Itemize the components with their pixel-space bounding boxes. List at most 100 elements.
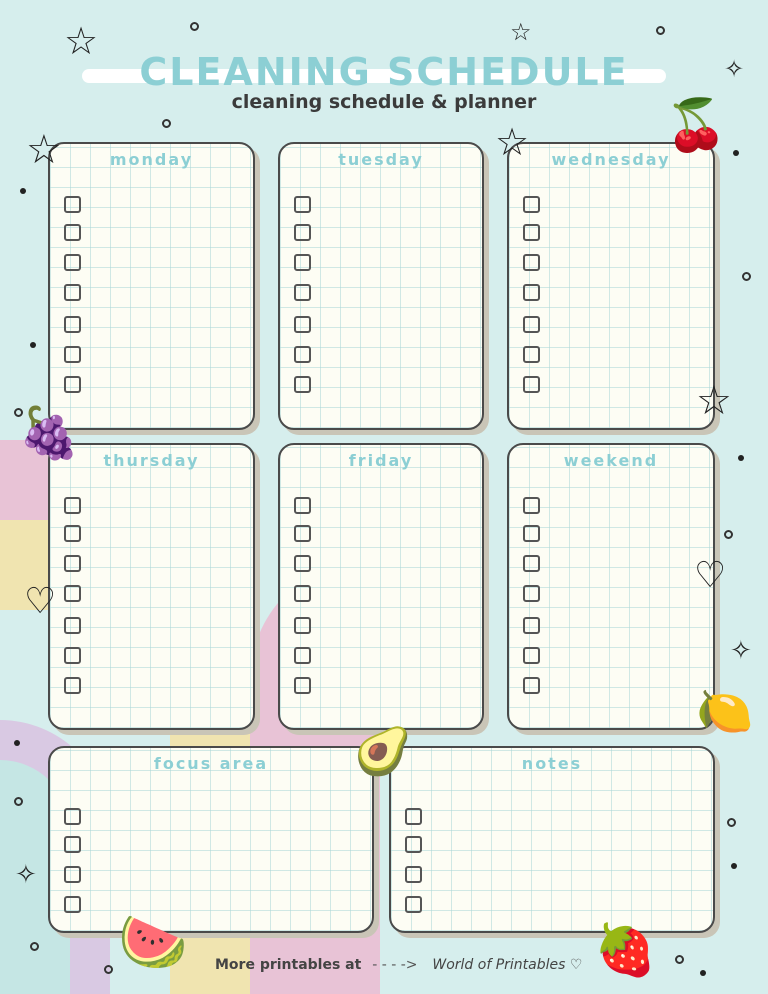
dot-decoration — [14, 740, 20, 746]
pastel-yellow-shape — [0, 520, 50, 610]
card-weekend: weekend — [507, 443, 715, 730]
pastel-pink-shape — [0, 440, 50, 520]
task-checkbox[interactable] — [64, 896, 81, 913]
task-checkbox[interactable] — [405, 836, 422, 853]
circle-decoration — [656, 26, 665, 35]
task-checkbox[interactable] — [294, 555, 311, 572]
task-checkbox[interactable] — [64, 677, 81, 694]
task-checkbox[interactable] — [523, 555, 540, 572]
task-checkbox[interactable] — [294, 617, 311, 634]
circle-decoration — [30, 942, 39, 951]
sparkle-icon: ✧ — [730, 636, 752, 666]
heart-icon: ♡ — [24, 581, 57, 622]
footer-credit: More printables at - - - -> World of Pri… — [215, 957, 582, 973]
task-checkbox[interactable] — [294, 677, 311, 694]
task-checkbox[interactable] — [294, 376, 311, 393]
card-title: thursday — [103, 451, 200, 470]
task-checkbox[interactable] — [294, 585, 311, 602]
task-checkbox[interactable] — [64, 316, 81, 333]
task-checkbox[interactable] — [294, 254, 311, 271]
task-checkbox[interactable] — [294, 647, 311, 664]
watermelon-icon: 🍉 — [118, 910, 188, 975]
task-checkbox[interactable] — [64, 284, 81, 301]
task-checkbox[interactable] — [64, 836, 81, 853]
card-title: friday — [348, 451, 414, 470]
card-notes: notes — [389, 746, 715, 933]
task-checkbox[interactable] — [64, 346, 81, 363]
sparkle-icon: ✧ — [15, 860, 37, 890]
star-icon: ☆ — [696, 378, 732, 424]
heart-icon: ♡ — [694, 555, 727, 596]
task-checkbox[interactable] — [523, 525, 540, 542]
task-checkbox[interactable] — [405, 896, 422, 913]
avocado-icon: 🥑 — [354, 724, 412, 778]
task-checkbox[interactable] — [64, 617, 81, 634]
task-checkbox[interactable] — [523, 284, 540, 301]
dot-decoration — [700, 970, 706, 976]
task-checkbox[interactable] — [294, 284, 311, 301]
task-checkbox[interactable] — [64, 224, 81, 241]
star-icon: ☆ — [495, 120, 530, 164]
dot-decoration — [738, 455, 744, 461]
circle-decoration — [14, 408, 23, 417]
circle-decoration — [104, 965, 113, 974]
sparkle-icon: ✧ — [724, 55, 745, 83]
task-checkbox[interactable] — [405, 866, 422, 883]
dot-decoration — [30, 342, 36, 348]
star-icon: ☆ — [26, 127, 62, 173]
footer-prefix: More printables at — [215, 957, 362, 973]
card-title: weekend — [563, 451, 659, 470]
circle-decoration — [724, 530, 733, 539]
task-checkbox[interactable] — [523, 376, 540, 393]
task-checkbox[interactable] — [294, 224, 311, 241]
circle-decoration — [162, 119, 171, 128]
task-checkbox[interactable] — [523, 196, 540, 213]
task-checkbox[interactable] — [64, 647, 81, 664]
task-checkbox[interactable] — [294, 497, 311, 514]
task-checkbox[interactable] — [523, 617, 540, 634]
task-checkbox[interactable] — [523, 647, 540, 664]
card-friday: friday — [278, 443, 484, 730]
card-focus-area: focus area — [48, 746, 374, 933]
task-checkbox[interactable] — [64, 254, 81, 271]
card-monday: monday — [48, 142, 255, 430]
footer-brand-link[interactable]: World of Printables ♡ — [432, 957, 583, 973]
task-checkbox[interactable] — [523, 677, 540, 694]
task-checkbox[interactable] — [523, 316, 540, 333]
dot-decoration — [731, 863, 737, 869]
task-checkbox[interactable] — [523, 585, 540, 602]
page-subtitle: cleaning schedule & planner — [231, 91, 537, 113]
card-thursday: thursday — [48, 443, 255, 730]
circle-decoration — [727, 818, 736, 827]
task-checkbox[interactable] — [523, 224, 540, 241]
task-checkbox[interactable] — [64, 866, 81, 883]
strawberry-icon: 🍓 — [594, 921, 657, 979]
footer-arrow: - - - -> — [372, 957, 418, 973]
task-checkbox[interactable] — [64, 585, 81, 602]
dot-decoration — [20, 188, 26, 194]
task-checkbox[interactable] — [294, 525, 311, 542]
circle-decoration — [190, 22, 199, 31]
star-icon: ☆ — [64, 19, 99, 63]
task-checkbox[interactable] — [523, 254, 540, 271]
task-checkbox[interactable] — [294, 346, 311, 363]
title-highlight — [82, 69, 666, 83]
task-checkbox[interactable] — [294, 316, 311, 333]
task-checkbox[interactable] — [64, 497, 81, 514]
task-checkbox[interactable] — [64, 376, 81, 393]
task-checkbox[interactable] — [294, 196, 311, 213]
cherry-icon: 🍒 — [665, 96, 728, 154]
circle-decoration — [14, 797, 23, 806]
task-checkbox[interactable] — [64, 196, 81, 213]
task-checkbox[interactable] — [64, 555, 81, 572]
circle-decoration — [675, 955, 684, 964]
grapes-icon: 🍇 — [18, 404, 81, 462]
task-checkbox[interactable] — [523, 346, 540, 363]
card-tuesday: tuesday — [278, 142, 484, 430]
task-checkbox[interactable] — [523, 497, 540, 514]
orange-slice-icon: 🍋 — [696, 684, 754, 738]
task-checkbox[interactable] — [405, 808, 422, 825]
dot-decoration — [733, 150, 739, 156]
task-checkbox[interactable] — [64, 808, 81, 825]
task-checkbox[interactable] — [64, 525, 81, 542]
